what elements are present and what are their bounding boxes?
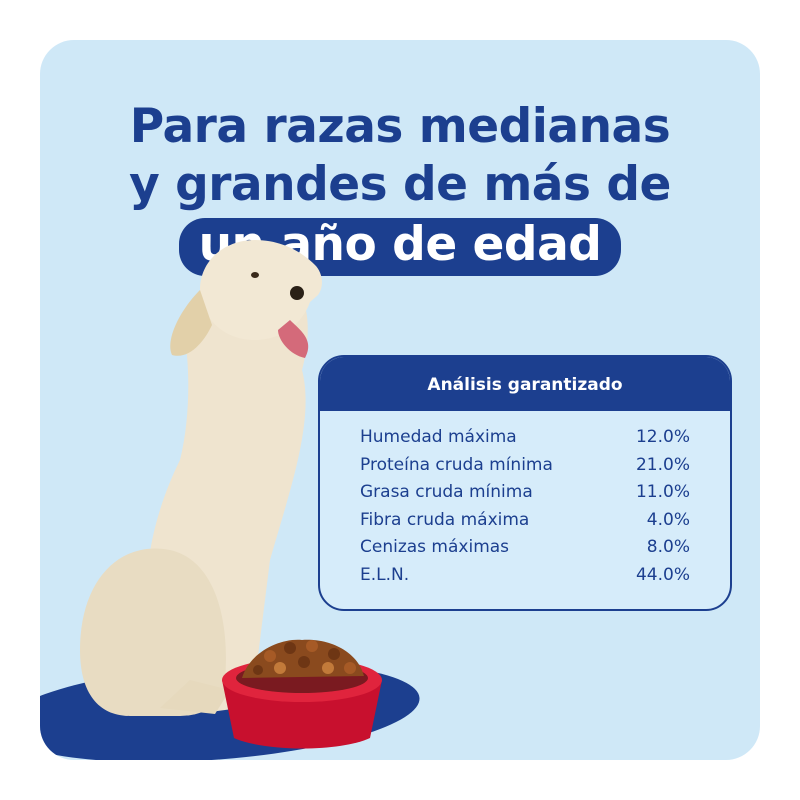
analysis-title: Análisis garantizado	[320, 357, 730, 411]
analysis-row: Cenizas máximas 8.0%	[320, 537, 730, 565]
analysis-row: Proteína cruda mínima 21.0%	[320, 455, 730, 483]
dog-with-food-bowl-illustration	[80, 240, 382, 749]
analysis-row-label: Cenizas máximas	[360, 537, 510, 557]
analysis-row-value: 11.0%	[635, 482, 690, 502]
guaranteed-analysis-panel: Análisis garantizado Humedad máxima 12.0…	[318, 355, 732, 611]
analysis-row: Grasa cruda mínima 11.0%	[320, 482, 730, 510]
analysis-row-label: Humedad máxima	[360, 427, 517, 447]
analysis-row-label: E.L.N.	[360, 564, 410, 585]
analysis-row: E.L.N. 44.0%	[320, 565, 730, 593]
analysis-row-label: Proteína cruda mínima	[360, 454, 553, 475]
analysis-row-value: 8.0%	[646, 537, 690, 557]
food-bowl-illustration	[222, 639, 382, 749]
headline-line-2: y grandes de más de	[129, 157, 671, 212]
analysis-row-value: 21.0%	[635, 454, 690, 475]
analysis-row: Fibra cruda máxima 4.0%	[320, 510, 730, 538]
analysis-row-value: 44.0%	[635, 564, 690, 585]
dog-illustration	[80, 240, 322, 716]
analysis-row: Humedad máxima 12.0%	[320, 427, 730, 455]
analysis-row-value: 12.0%	[635, 427, 690, 447]
promo-card: Para razas medianas y grandes de más de …	[40, 40, 760, 760]
analysis-row-label: Fibra cruda máxima	[360, 509, 530, 530]
analysis-row-value: 4.0%	[646, 509, 690, 530]
analysis-rows: Humedad máxima 12.0% Proteína cruda míni…	[320, 411, 730, 592]
analysis-row-label: Grasa cruda mínima	[360, 482, 533, 502]
headline-line-1: Para razas medianas	[129, 99, 671, 154]
